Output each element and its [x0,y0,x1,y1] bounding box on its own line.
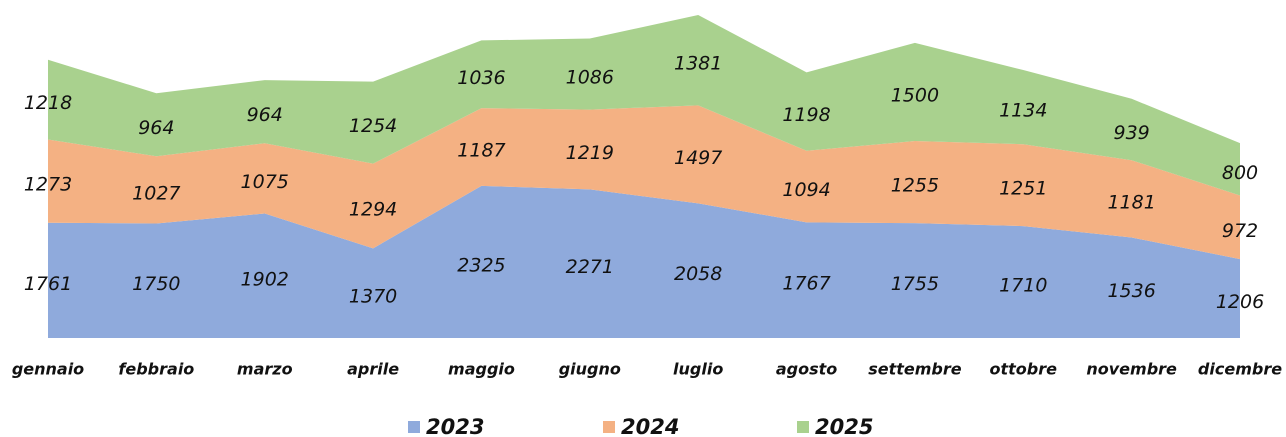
data-label: 939 [1114,122,1150,144]
area [48,105,1240,260]
data-label: 1750 [132,273,180,295]
data-label: 1254 [349,115,397,137]
data-label: 1075 [241,171,289,193]
data-label: 1206 [1216,291,1264,313]
data-label: 1381 [674,53,722,75]
data-label: 1294 [349,199,397,221]
x-tick-label: ottobre [990,360,1058,379]
x-tick-label: luglio [673,360,723,379]
x-tick-label: dicembre [1198,360,1282,379]
data-label: 1027 [132,182,180,204]
data-label: 1094 [782,179,830,201]
x-tick-label: settembre [868,360,962,379]
data-label: 964 [138,117,174,139]
x-tick-label: marzo [237,360,293,379]
data-label: 1536 [1107,280,1155,302]
x-tick-label: febbraio [118,360,194,379]
legend-label: 2024 [621,415,679,437]
data-label: 1187 [457,140,505,162]
area [48,15,1240,196]
data-label: 1755 [891,273,939,295]
area [48,185,1240,338]
x-tick-label: gennaio [12,360,84,379]
data-label: 1198 [782,104,830,126]
data-label: 1273 [24,174,72,196]
data-label: 1218 [24,92,72,114]
x-tick-label: aprile [347,360,399,379]
data-label: 1761 [24,273,72,295]
x-tick-label: agosto [776,360,837,379]
data-label: 1767 [782,273,830,295]
data-label: 1086 [566,67,614,89]
data-label: 1902 [241,268,289,290]
legend-label: 2025 [815,415,873,437]
data-label: 1251 [999,178,1047,200]
legend-swatch [797,421,809,433]
data-label: 1500 [891,84,939,106]
data-label: 1497 [674,147,722,169]
data-label: 1181 [1107,191,1155,213]
data-label: 1036 [457,67,505,89]
data-label: 1370 [349,286,397,308]
data-label: 2058 [674,263,722,285]
data-label: 2325 [457,254,505,276]
x-tick-label: giugno [559,360,621,379]
data-label: 1134 [999,100,1047,122]
legend-swatch [408,421,420,433]
data-label: 1219 [566,142,614,164]
data-label: 2271 [566,256,614,278]
data-label: 972 [1222,220,1258,242]
legend-label: 2023 [426,415,484,437]
data-label: 800 [1222,162,1258,184]
data-label: 964 [247,104,283,126]
data-label: 1255 [891,175,939,197]
data-label: 1710 [999,275,1047,297]
x-tick-label: novembre [1086,360,1177,379]
legend-swatch [603,421,615,433]
x-tick-label: maggio [448,360,515,379]
